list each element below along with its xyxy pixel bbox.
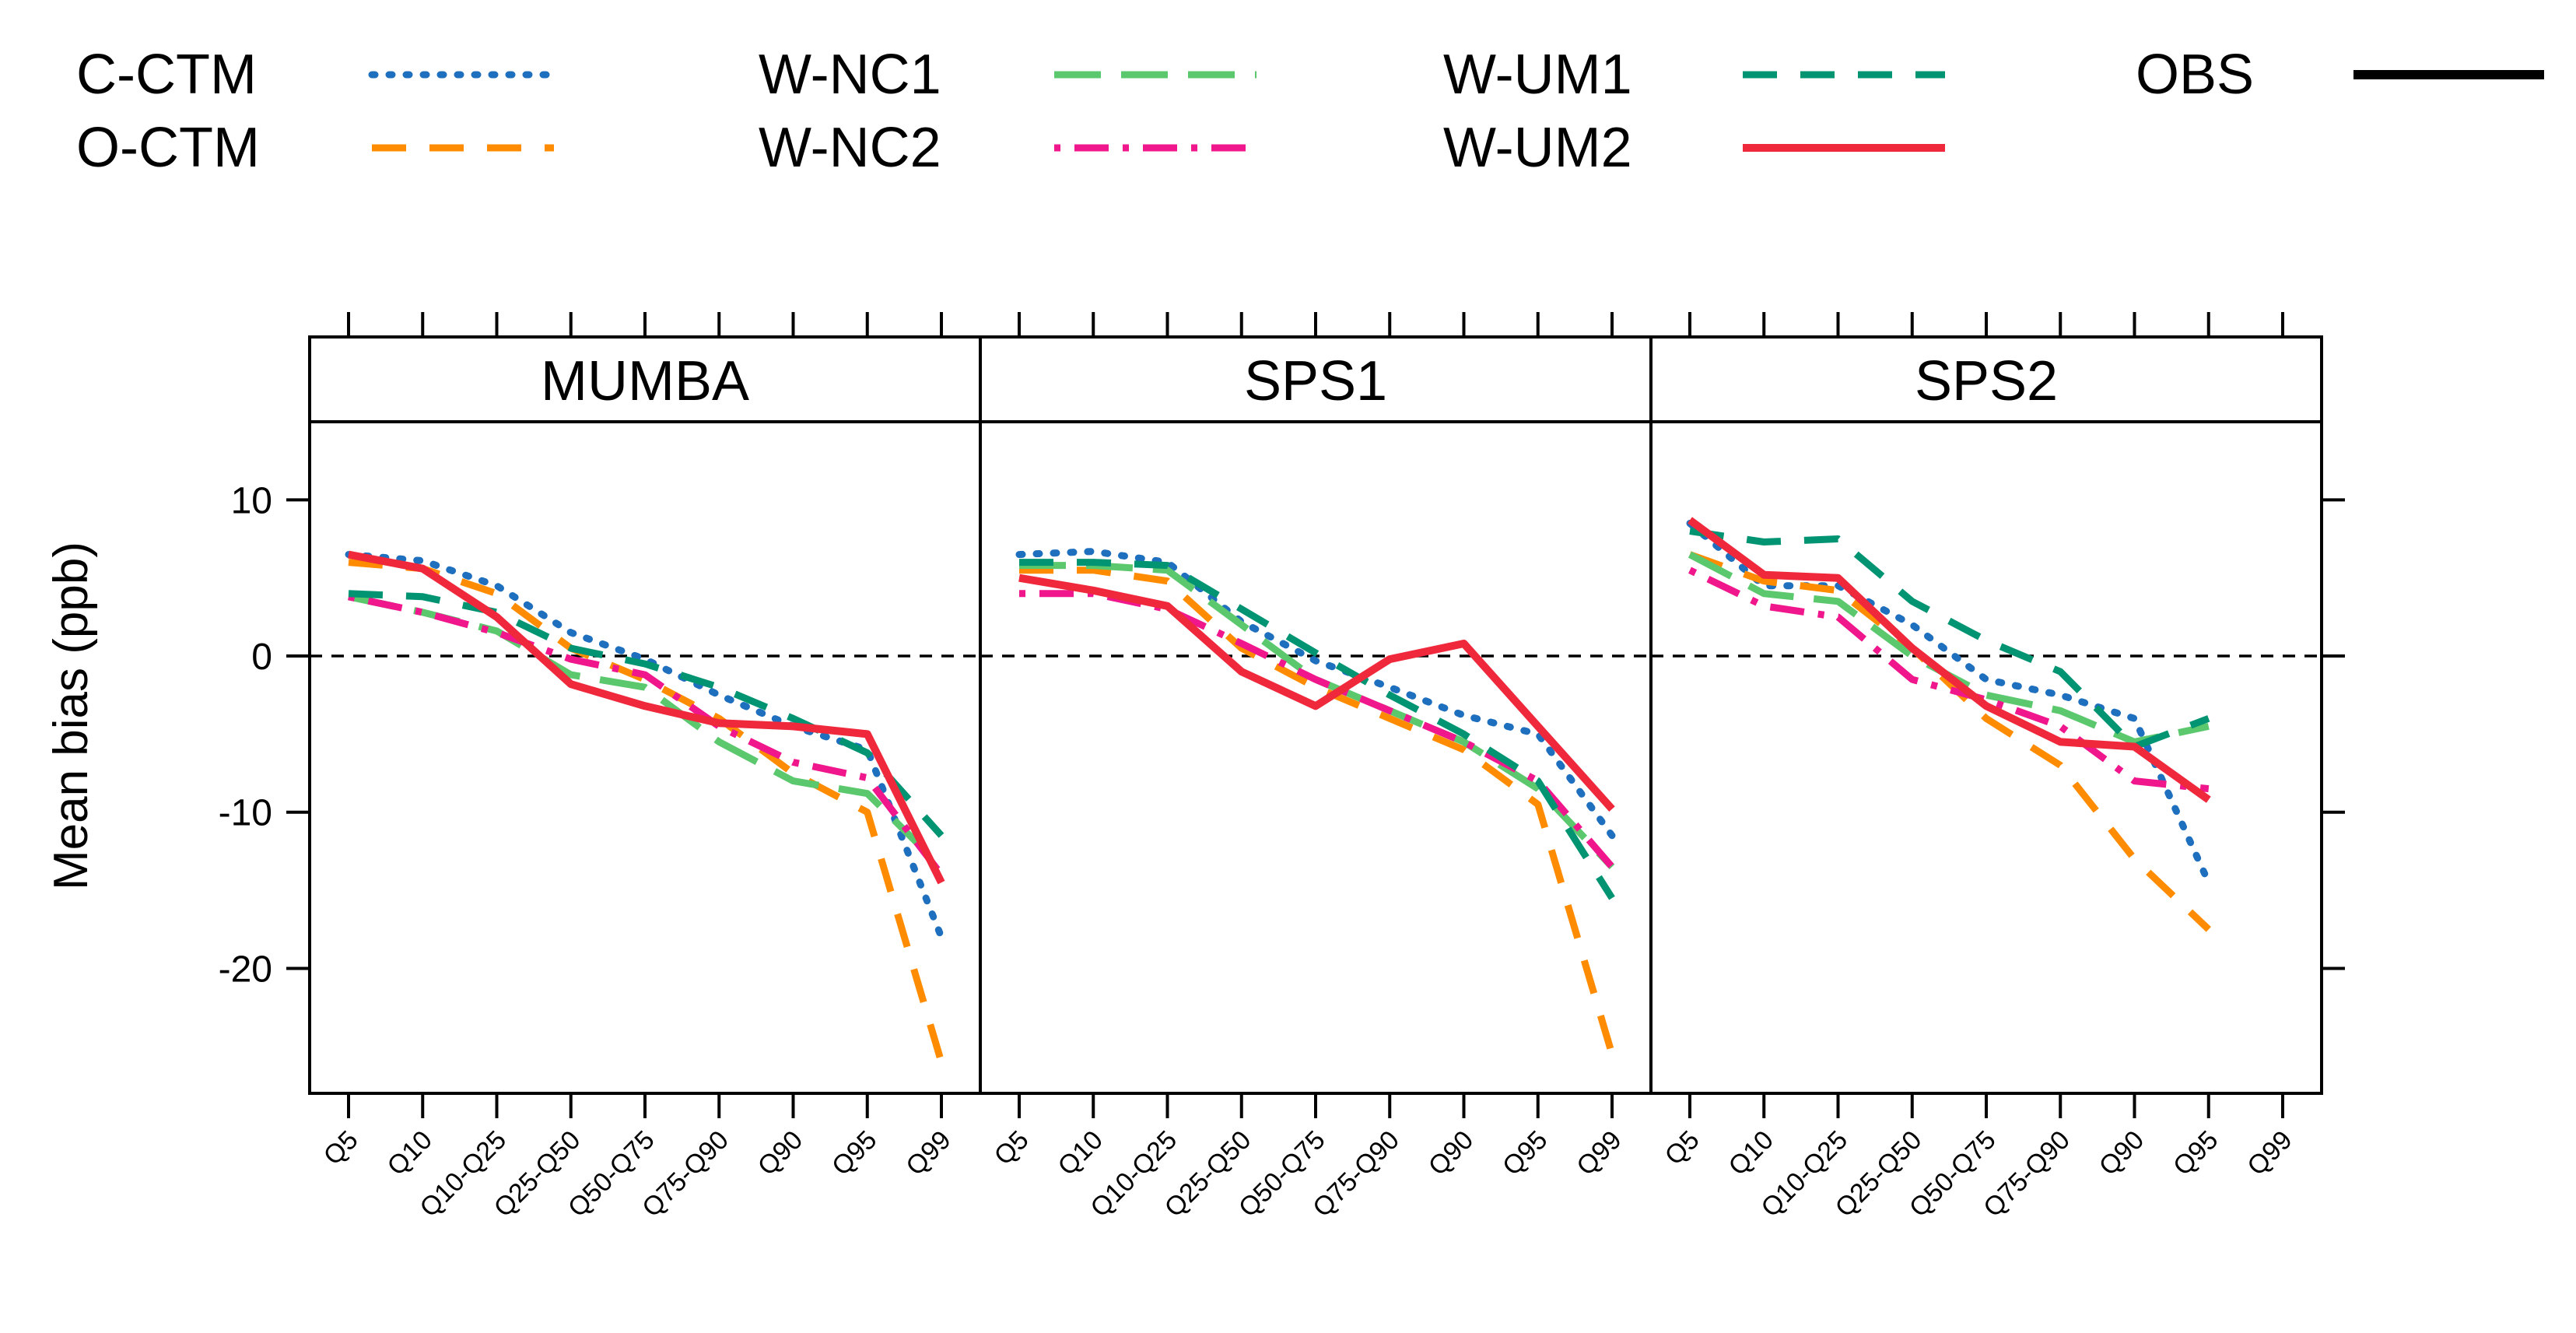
legend-label: W-NC1 bbox=[759, 44, 941, 106]
legend-label: C-CTM bbox=[76, 44, 257, 106]
panel-title: SPS1 bbox=[1244, 350, 1387, 412]
panel-title: SPS2 bbox=[1915, 350, 2058, 412]
legend-item-w-nc2: W-NC2 bbox=[759, 117, 1256, 179]
x-tick-label: Q5 bbox=[1660, 1125, 1705, 1171]
x-tick-label: Q90 bbox=[1423, 1125, 1479, 1181]
panel-strip bbox=[979, 335, 1652, 423]
x-tick-label: Q90 bbox=[2094, 1125, 2150, 1181]
x-tick-label: Q99 bbox=[2241, 1125, 2297, 1181]
series-line-w-nc1 bbox=[1019, 562, 1615, 870]
x-tick-label: Q95 bbox=[2168, 1125, 2224, 1181]
panel-frame bbox=[1649, 420, 2323, 1095]
legend-item-w-um1: W-UM1 bbox=[1443, 44, 1945, 106]
series-line-o-ctm bbox=[348, 559, 945, 1064]
legend-item-obs: OBS bbox=[2136, 44, 2544, 106]
y-tick-label: 10 bbox=[231, 480, 272, 521]
x-tick-label: Q90 bbox=[752, 1125, 808, 1181]
series-line-w-nc2 bbox=[1688, 567, 2210, 793]
y-axis-label: Mean bias (ppb) bbox=[44, 542, 98, 890]
y-tick-label: 0 bbox=[251, 637, 272, 678]
legend-label: OBS bbox=[2136, 44, 2254, 106]
y-tick-label: -20 bbox=[219, 949, 272, 990]
legend: C-CTM O-CTM W-NC1 W-NC2 W-UM1 W-UM2 OBS bbox=[76, 44, 2544, 179]
legend-item-c-ctm: C-CTM bbox=[76, 44, 558, 106]
series-line-w-nc2 bbox=[348, 593, 945, 877]
panel-frame bbox=[979, 420, 1652, 1095]
series-line-w-um2 bbox=[348, 550, 945, 885]
series-line-w-um1 bbox=[1019, 559, 1615, 900]
series-line-o-ctm bbox=[1688, 551, 2211, 932]
legend-item-w-nc1: W-NC1 bbox=[759, 44, 1256, 106]
x-tick-label: Q5 bbox=[989, 1125, 1035, 1171]
x-tick-label: Q10 bbox=[1723, 1125, 1779, 1181]
legend-label: W-UM2 bbox=[1443, 117, 1632, 179]
x-tick-label: Q10 bbox=[1053, 1125, 1109, 1181]
panel-title: MUMBA bbox=[541, 350, 749, 412]
x-tick-label: Q95 bbox=[1497, 1125, 1553, 1181]
x-tick-label: Q5 bbox=[318, 1125, 364, 1171]
y-tick-label: -10 bbox=[219, 793, 272, 834]
series-line-w-um1 bbox=[348, 590, 945, 838]
panel-strip bbox=[308, 335, 982, 423]
series-line-w-um2 bbox=[1688, 517, 2211, 803]
x-tick-label: Q99 bbox=[1571, 1125, 1627, 1181]
series-line-c-ctm bbox=[1015, 548, 1616, 840]
legend-item-w-um2: W-UM2 bbox=[1443, 117, 1945, 179]
series-line-o-ctm bbox=[1019, 567, 1616, 1056]
x-tick-label: Q95 bbox=[826, 1125, 882, 1181]
legend-label: W-NC2 bbox=[759, 117, 941, 179]
legend-label: W-UM1 bbox=[1443, 44, 1632, 106]
legend-label: O-CTM bbox=[76, 117, 260, 179]
legend-item-o-ctm: O-CTM bbox=[76, 117, 554, 179]
panel-strip bbox=[1649, 335, 2323, 423]
x-tick-label: Q10 bbox=[382, 1125, 438, 1181]
series-line-w-um1 bbox=[1689, 528, 2210, 750]
series-line-w-um2 bbox=[1018, 574, 1615, 812]
x-tick-label: Q99 bbox=[900, 1125, 956, 1181]
